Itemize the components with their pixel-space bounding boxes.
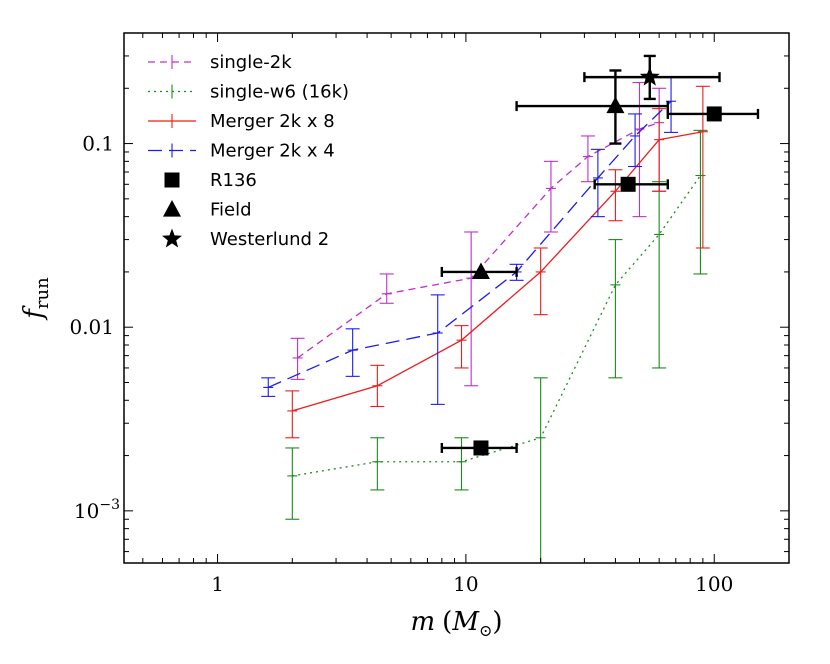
y-axis-label: frun [19,277,53,321]
y-tick-label: 0.1 [82,132,114,156]
series-westerlund-2 [583,54,721,101]
legend-swatch-marker [163,200,181,217]
legend-label: Westerlund 2 [210,229,329,250]
series-layer [261,54,760,563]
legend-label: Merger 2k x 4 [210,141,335,162]
y-tick-label: 0.01 [69,315,114,339]
series-single-w6-16k [285,129,708,563]
legend-label: Merger 2k x 8 [210,111,335,132]
series-r136 [440,106,760,456]
marker-square [620,176,636,192]
legend-item-merger-2k-x-4: Merger 2k x 4 [148,141,335,162]
marker-triangle [606,96,625,114]
x-tick-label: 10 [453,572,478,596]
legend-item-single-w6-16k: single-w6 (16k) [148,82,349,103]
legend-label: single-w6 (16k) [210,82,349,103]
ticks-layer: 1 10 100 10−3 0.01 0.1 [69,32,790,596]
x-tick-label: 100 [695,572,733,596]
series-single-2k [290,81,667,387]
series-line [292,175,701,477]
legend-item-single-2k: single-2k [148,52,292,73]
y-tick-label: 10−3 [74,497,120,523]
x-axis-label: m (M⊙) [411,607,503,640]
legend-item-r136: R136 [164,170,257,191]
legend-swatch-marker [164,172,180,188]
series-merger-2k-x-8 [285,85,710,439]
marker-square [473,440,489,456]
legend-item-field: Field [163,200,252,221]
series-line [297,122,660,359]
marker-square [706,106,722,122]
marker-star [639,66,660,86]
legend-item-merger-2k-x-8: Merger 2k x 8 [148,111,335,132]
legend-label: R136 [210,170,257,191]
plot-frame [123,32,790,564]
legend-swatch-marker [162,228,182,248]
series-field [440,69,669,280]
legend-label: single-2k [210,52,292,73]
x-tick-label: 1 [211,572,224,596]
legend-item-westerlund-2: Westerlund 2 [162,228,329,250]
legend-label: Field [210,200,252,221]
legend: single-2k single-w6 (16k) Merger 2k x 8 Mer… [148,52,349,250]
marker-triangle [471,262,490,280]
